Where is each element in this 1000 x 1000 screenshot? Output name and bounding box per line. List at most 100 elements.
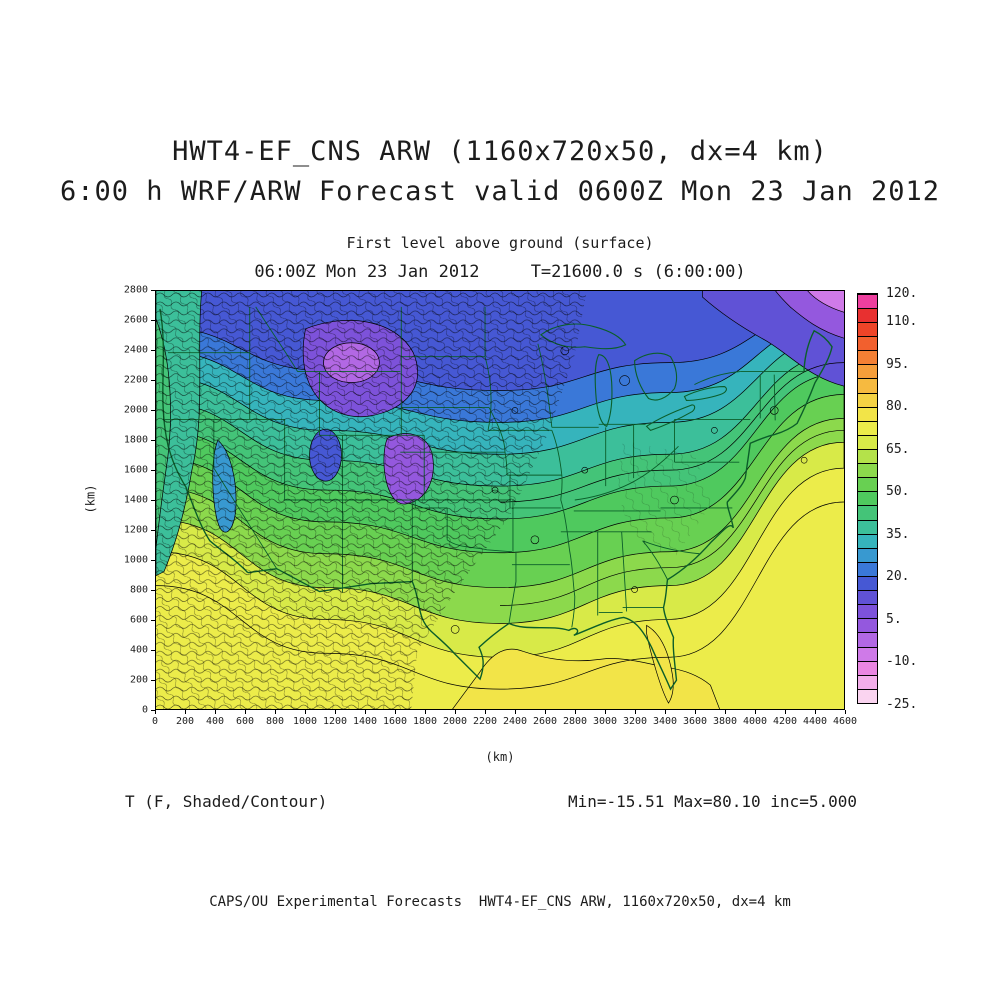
field-description: T (F, Shaded/Contour) xyxy=(125,792,328,811)
x-tick-mark xyxy=(754,710,756,714)
y-tick-label: 400 xyxy=(129,644,148,656)
y-tick-mark xyxy=(151,649,155,651)
colorbar-cell xyxy=(858,392,877,407)
y-tick-mark xyxy=(151,409,155,411)
colorbar-tick-label: -25. xyxy=(886,697,918,712)
colorbar-cell xyxy=(858,378,877,393)
x-tick-mark xyxy=(844,710,846,714)
isotherm-line xyxy=(499,429,844,606)
x-tick-mark xyxy=(454,710,456,714)
x-tick-mark xyxy=(244,710,246,714)
y-tick-label: 1400 xyxy=(123,494,148,506)
y-tick-mark xyxy=(151,499,155,501)
colorbar-tick-label: 50. xyxy=(886,484,910,500)
colorbar-cell xyxy=(858,547,877,562)
x-tick-label: 2400 xyxy=(502,716,528,727)
colorbar-cell xyxy=(858,632,877,647)
y-tick-mark xyxy=(151,589,155,591)
x-tick-label: 4200 xyxy=(772,716,798,727)
colorbar-cell xyxy=(858,660,877,675)
terrain-contour-texture xyxy=(156,291,715,709)
x-tick-mark xyxy=(274,710,276,714)
y-tick-label: 1200 xyxy=(123,524,148,536)
x-tick-label: 400 xyxy=(205,716,225,727)
y-tick-mark xyxy=(151,709,155,711)
gulf-atlantic-coastline xyxy=(247,329,833,691)
y-tick-label: 2400 xyxy=(123,344,148,356)
northeast-coldest-corner xyxy=(807,291,844,313)
y-tick-label: 1800 xyxy=(123,434,148,446)
time-subtitle: 06:00Z Mon 23 Jan 2012 T=21600.0 s (6:00… xyxy=(254,262,746,282)
y-tick-label: 600 xyxy=(129,614,148,626)
colorbar-cell xyxy=(858,336,877,351)
colorbar-cell xyxy=(858,674,877,689)
colorbar-cell xyxy=(858,449,877,464)
x-tick-label: 3800 xyxy=(712,716,738,727)
x-tick-mark xyxy=(694,710,696,714)
colorbar-tick-label: -10. xyxy=(886,654,918,670)
colorbar-tick-label: 35. xyxy=(886,526,910,542)
colorbar-cell xyxy=(858,463,877,478)
min-max-inc-stats: Min=-15.51 Max=80.10 inc=5.000 xyxy=(568,792,857,811)
model-title: HWT4-EF_CNS ARW (1160x720x50, dx=4 km) xyxy=(172,136,828,167)
x-tick-mark xyxy=(814,710,816,714)
great-lakes-outlines xyxy=(539,323,727,431)
colorbar-cell xyxy=(858,590,877,605)
x-tick-mark xyxy=(304,710,306,714)
colorbar-cell xyxy=(858,491,877,506)
x-tick-label: 4000 xyxy=(742,716,768,727)
y-tick-label: 200 xyxy=(129,674,148,686)
x-tick-mark xyxy=(424,710,426,714)
x-tick-label: 3600 xyxy=(682,716,708,727)
x-tick-label: 0 xyxy=(151,716,159,727)
y-tick-mark xyxy=(151,679,155,681)
y-tick-mark xyxy=(151,559,155,561)
x-tick-label: 4600 xyxy=(832,716,858,727)
x-tick-label: 4400 xyxy=(802,716,828,727)
colorbar-cell xyxy=(858,604,877,619)
x-tick-label: 2600 xyxy=(532,716,558,727)
y-tick-mark xyxy=(151,349,155,351)
y-tick-mark xyxy=(151,379,155,381)
x-tick-mark xyxy=(664,710,666,714)
gulf-coast-warm-region xyxy=(452,648,720,709)
colorbar-cell xyxy=(858,364,877,379)
colorbar-tick-label: 65. xyxy=(886,441,910,457)
x-tick-mark xyxy=(184,710,186,714)
colorbar-tick-label: 110. xyxy=(886,314,918,330)
colorbar-cell xyxy=(858,477,877,492)
x-tick-label: 2000 xyxy=(442,716,468,727)
x-tick-mark xyxy=(514,710,516,714)
forecast-valid-title: 6:00 h WRF/ARW Forecast valid 0600Z Mon … xyxy=(59,176,941,207)
x-tick-mark xyxy=(724,710,726,714)
x-tick-mark xyxy=(214,710,216,714)
colorbar-cell xyxy=(858,519,877,534)
y-tick-mark xyxy=(151,439,155,441)
x-tick-label: 600 xyxy=(235,716,255,727)
colorbar-cell xyxy=(858,688,877,703)
x-tick-label: 3400 xyxy=(652,716,678,727)
y-tick-label: 800 xyxy=(129,584,148,596)
x-tick-label: 3200 xyxy=(622,716,648,727)
x-tick-label: 1800 xyxy=(412,716,438,727)
colorbar-cell xyxy=(858,406,877,421)
y-tick-label: 0 xyxy=(141,704,148,716)
x-tick-mark xyxy=(154,710,156,714)
x-tick-label: 3000 xyxy=(592,716,618,727)
x-tick-label: 1200 xyxy=(322,716,348,727)
x-tick-mark xyxy=(574,710,576,714)
plot-frame xyxy=(155,290,845,710)
x-tick-label: 1000 xyxy=(292,716,318,727)
x-tick-mark xyxy=(634,710,636,714)
x-tick-mark xyxy=(604,710,606,714)
colorbar-cell xyxy=(858,293,877,308)
appalachian-texture xyxy=(616,440,715,558)
colorbar-cell xyxy=(858,307,877,323)
y-axis-title: (km) xyxy=(83,484,98,514)
y-tick-mark xyxy=(151,619,155,621)
y-tick-label: 2800 xyxy=(123,284,148,296)
x-axis-title: (km) xyxy=(485,750,515,764)
colorbar-tick-label: 80. xyxy=(886,399,910,415)
colorbar-tick-label: 95. xyxy=(886,356,910,372)
